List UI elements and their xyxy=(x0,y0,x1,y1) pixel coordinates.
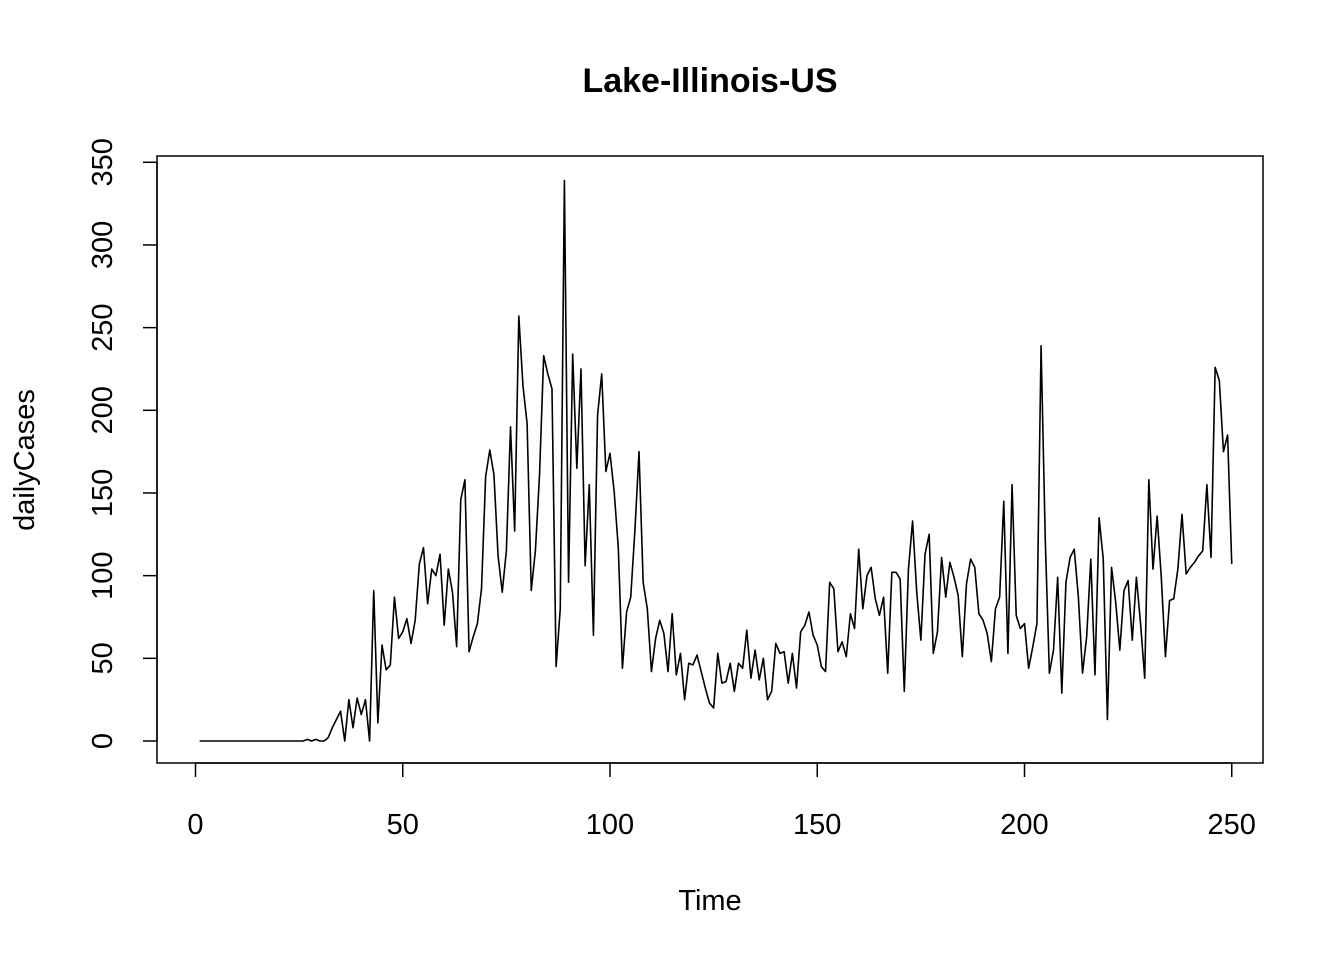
x-tick-label: 200 xyxy=(1000,809,1048,841)
x-axis: 0 50 100 150 200 250 xyxy=(187,762,1256,841)
y-tick-label: 350 xyxy=(87,138,119,186)
y-axis: 0 50 100 150 200 250 300 350 xyxy=(87,138,158,749)
x-tick-label: 250 xyxy=(1208,809,1256,841)
y-axis-label: dailyCases xyxy=(9,389,41,531)
x-tick-label: 150 xyxy=(793,809,841,841)
y-tick-label: 50 xyxy=(87,642,119,674)
y-tick-label: 150 xyxy=(87,469,119,517)
y-tick-label: 0 xyxy=(87,733,119,749)
y-tick-label: 300 xyxy=(87,221,119,269)
x-tick-label: 50 xyxy=(387,809,419,841)
series-line-dailycases xyxy=(199,179,1233,742)
plot-box xyxy=(156,155,1264,764)
chart-title: Lake-Illinois-US xyxy=(582,62,837,100)
y-tick-label: 200 xyxy=(87,386,119,434)
x-tick-label: 0 xyxy=(187,809,203,841)
x-axis-label: Time xyxy=(678,885,741,917)
y-tick-label: 250 xyxy=(87,303,119,351)
x-tick-label: 100 xyxy=(586,809,634,841)
y-tick-label: 100 xyxy=(87,551,119,599)
